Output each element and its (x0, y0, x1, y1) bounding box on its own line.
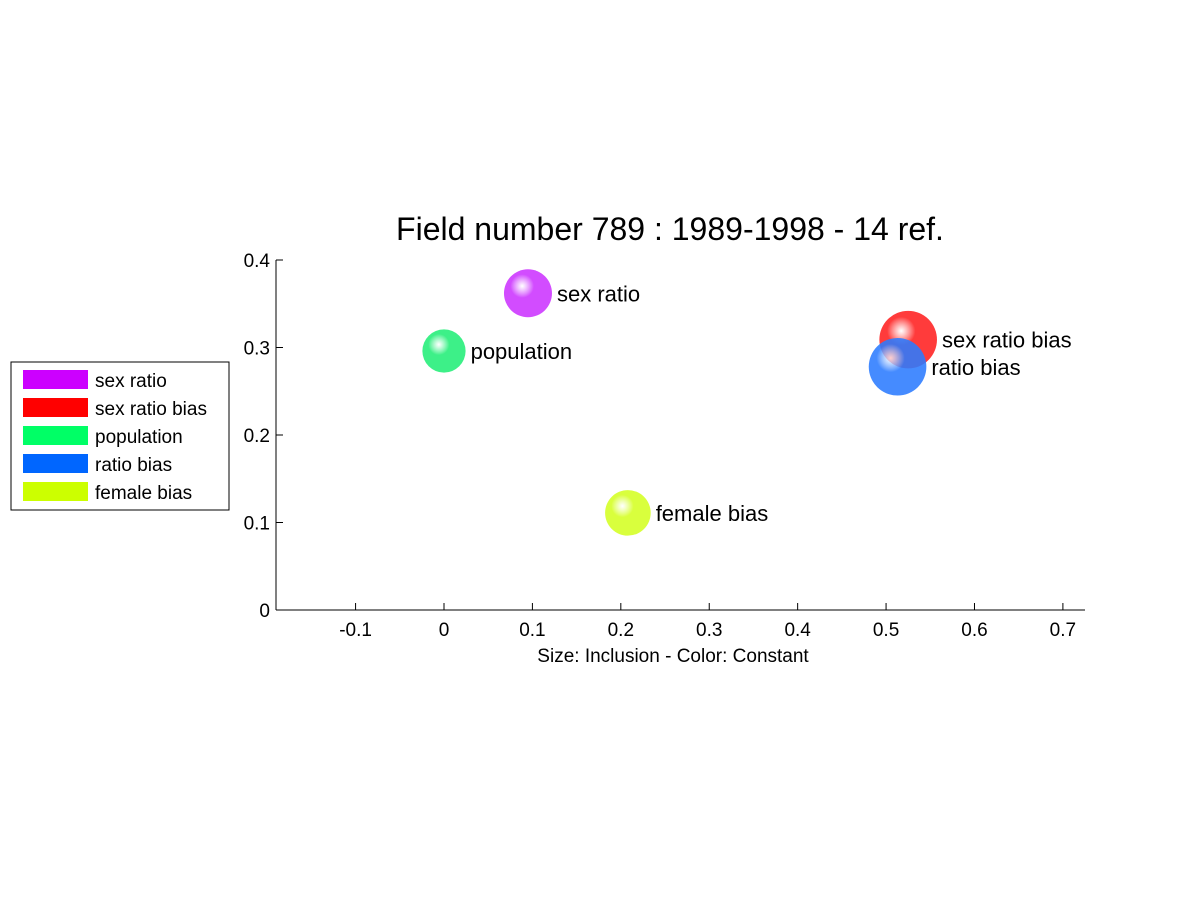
chart-title: Field number 789 : 1989-1998 - 14 ref. (396, 211, 944, 247)
x-axis-label: Size: Inclusion - Color: Constant (537, 646, 809, 667)
x-tick-label: 0.1 (519, 620, 545, 641)
legend-label: ratio bias (95, 455, 172, 476)
legend-swatch (23, 454, 88, 473)
data-point (605, 490, 651, 536)
data-point-label: female bias (656, 501, 769, 526)
x-tick-label: 0.5 (873, 620, 899, 641)
data-point (422, 329, 466, 373)
legend-label: sex ratio bias (95, 399, 207, 420)
legend-label: sex ratio (95, 371, 167, 392)
legend-swatch (23, 482, 88, 501)
data-point-label: population (471, 339, 573, 364)
y-tick-label: 0.1 (244, 514, 270, 535)
legend-label: female bias (95, 483, 192, 504)
axes: -0.1 0 0.1 0.2 0.3 0.4 0.5 0.6 0.7 0 0.1 0.2 0.3 0.4 (244, 251, 1085, 641)
legend-label: population (95, 427, 183, 448)
legend-swatch (23, 370, 88, 389)
y-tick-label: 0.3 (244, 339, 270, 360)
legend-swatch (23, 398, 88, 417)
x-tick-label: 0.7 (1050, 620, 1076, 641)
data-point (503, 269, 552, 318)
data-point (868, 337, 927, 396)
y-tick-label: 0 (259, 601, 270, 622)
x-tick-label: -0.1 (339, 620, 372, 641)
data-point-label: sex ratio (557, 281, 640, 306)
x-tick-label: 0 (439, 620, 450, 641)
x-tick-label: 0.3 (696, 620, 722, 641)
x-tick-label: 0.4 (784, 620, 811, 641)
y-tick-label: 0.2 (244, 426, 270, 447)
x-tick-label: 0.6 (961, 620, 987, 641)
legend-swatch (23, 426, 88, 445)
x-tick-label: 0.2 (608, 620, 634, 641)
legend: sex ratio sex ratio bias population ratio b… (10, 361, 230, 511)
y-tick-label: 0.4 (244, 251, 271, 272)
data-point-label: sex ratio bias (942, 328, 1072, 353)
data-point-label: ratio bias (931, 355, 1020, 380)
